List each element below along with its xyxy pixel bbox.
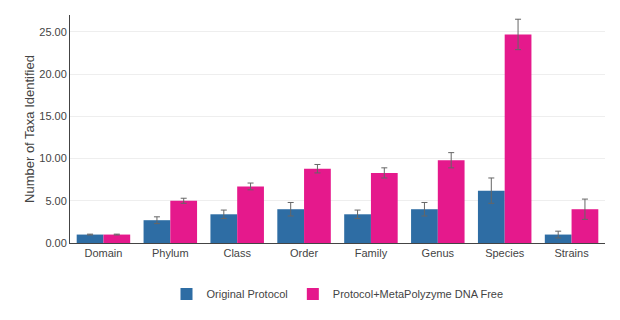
svg-text:Phylum: Phylum xyxy=(152,247,189,259)
svg-text:25.00: 25.00 xyxy=(39,26,67,38)
svg-text:Genus: Genus xyxy=(422,247,455,259)
svg-text:Domain: Domain xyxy=(84,247,122,259)
svg-text:Order: Order xyxy=(290,247,318,259)
svg-text:15.00: 15.00 xyxy=(39,110,67,122)
svg-text:5.00: 5.00 xyxy=(45,195,66,207)
svg-text:10.00: 10.00 xyxy=(39,152,67,164)
svg-text:Family: Family xyxy=(355,247,388,259)
svg-text:0.00: 0.00 xyxy=(45,237,66,249)
svg-text:Strains: Strains xyxy=(554,247,589,259)
svg-text:20.00: 20.00 xyxy=(39,68,67,80)
svg-text:Species: Species xyxy=(485,247,525,259)
svg-text:Protocol+MetaPolyzyme DNA Free: Protocol+MetaPolyzyme DNA Free xyxy=(333,288,503,300)
svg-text:Class: Class xyxy=(223,247,251,259)
svg-text:Number of Taxa Identified: Number of Taxa Identified xyxy=(22,55,37,203)
svg-text:Original Protocol: Original Protocol xyxy=(207,288,288,300)
